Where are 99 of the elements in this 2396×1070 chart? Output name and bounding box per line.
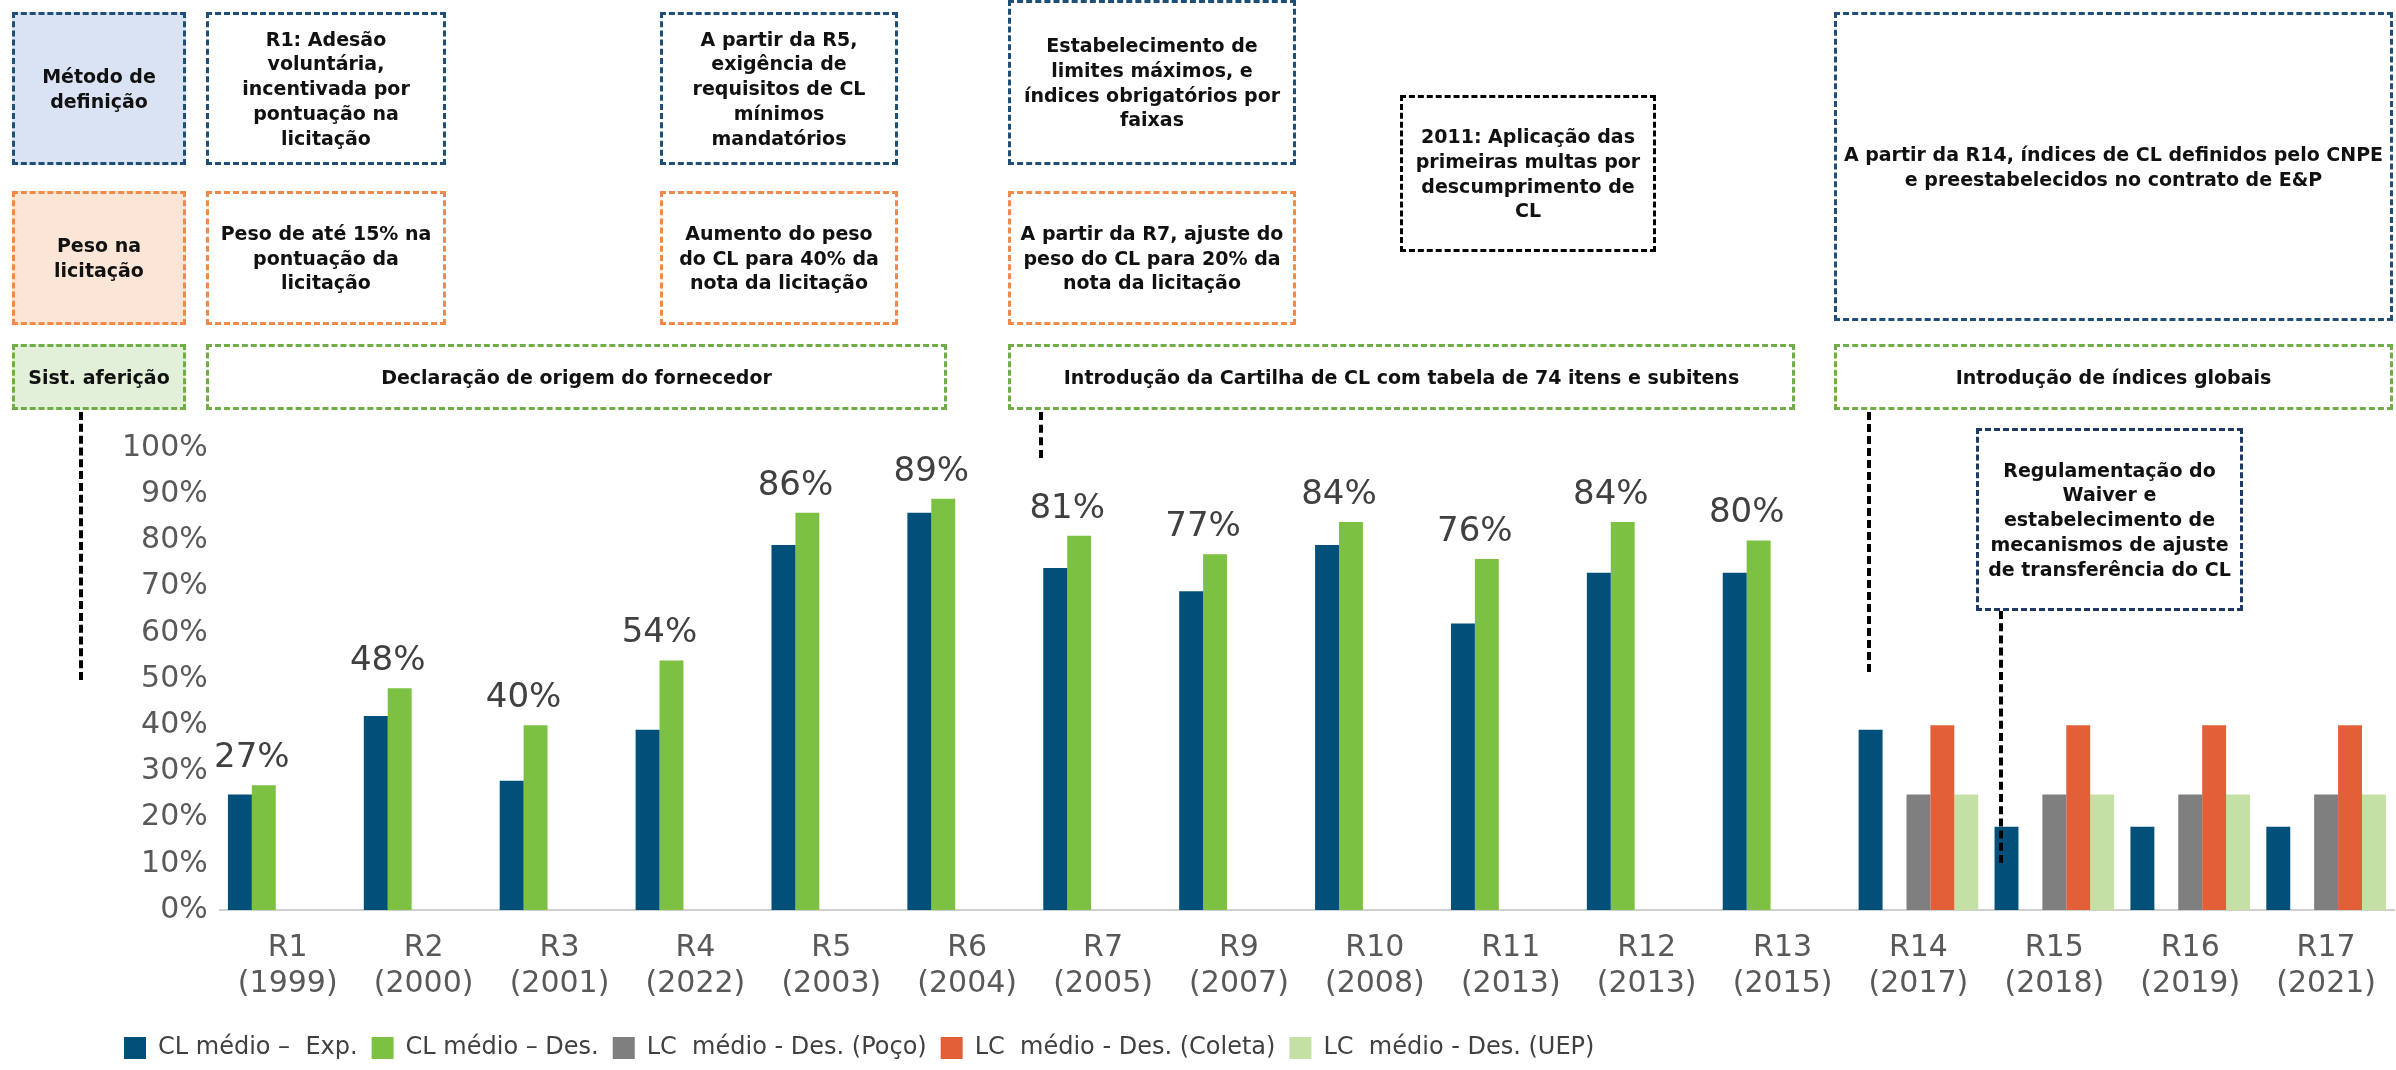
bar (2338, 725, 2362, 910)
legend-label: LC médio - Des. (Poço) (646, 1032, 927, 1061)
data-label: 48% (349, 638, 426, 679)
data-label: 89% (893, 448, 970, 489)
bar (2090, 794, 2115, 910)
x-tick-label: R7 (2005) (1053, 927, 1153, 999)
y-tick-label: 10% (141, 843, 208, 879)
x-tick-label: R11 (2013) (1460, 927, 1561, 999)
bar (1338, 521, 1363, 910)
bar (771, 545, 796, 910)
bar (1179, 591, 1204, 910)
text: Aumento do peso do CL para 40% da nota da licitação (660, 191, 898, 325)
bar (1954, 794, 1979, 910)
x-tick-label: R6 (2004) (917, 927, 1018, 999)
bar (2042, 794, 2067, 910)
bar (907, 512, 932, 910)
y-tick-label: 20% (141, 797, 208, 833)
bar (659, 660, 684, 910)
y-tick-label: 100% (121, 427, 208, 463)
bar (2226, 794, 2251, 910)
annotation: Regulamentação do Waiver e estabelecimento de mecanismos de ajuste de transferência do CL (1976, 428, 2243, 611)
bar (1067, 535, 1092, 910)
bar (1746, 540, 1771, 910)
text: Introdução da Cartilha de CL com tabela de 74 itens e subitens (1008, 344, 1795, 410)
data-label: 86% (757, 462, 834, 503)
x-tick-label: R4 (2022) (645, 927, 746, 999)
text: Introdução de índices globais (1834, 344, 2393, 410)
y-tick-label: 30% (141, 751, 208, 787)
text: 2011: Aplicação das primeiras multas por descumprimento de CL (1400, 95, 1656, 252)
bar (523, 725, 548, 910)
legend-label: LC médio - Des. (Coleta) (974, 1032, 1276, 1061)
x-tick-label: R15 (2018) (2004, 927, 2105, 999)
y-tick-label: 0% (160, 889, 208, 925)
bar (1722, 572, 1747, 910)
legend-label: LC médio - Des. (UEP) (1323, 1032, 1595, 1061)
data-label: 77% (1165, 504, 1241, 545)
bar (499, 780, 524, 910)
bar (2066, 725, 2091, 910)
data-label: 54% (621, 610, 698, 651)
text: A partir da R14, índices de CL definidos pelo CNPE e preestabelecidos no contrato de E&P (1834, 12, 2393, 321)
x-tick-label: R12 (2013) (1596, 927, 1697, 999)
bar (2178, 794, 2203, 910)
bar (2314, 794, 2339, 910)
bar (1203, 554, 1228, 910)
x-tick-label: R14 (2017) (1868, 927, 1969, 999)
bar (1315, 545, 1339, 910)
data-label: 84% (1301, 471, 1377, 512)
y-tick-label: 50% (141, 658, 208, 694)
text: Sist. aferição (12, 344, 186, 410)
data-label: 80% (1708, 490, 1785, 531)
y-tick-label: 60% (141, 612, 208, 648)
data-label: 81% (1029, 485, 1105, 526)
legend-label: CL médio – Exp. (158, 1032, 358, 1061)
bar (1610, 521, 1635, 910)
bar (2130, 826, 2155, 910)
data-label: 27% (214, 735, 290, 776)
bar (635, 729, 660, 910)
bar (1586, 572, 1611, 910)
x-tick-label: R5 (2003) (781, 927, 882, 999)
bar (1043, 568, 1068, 910)
bar (227, 794, 252, 910)
bar (931, 498, 956, 910)
x-tick-label: R2 (2000) (373, 927, 474, 999)
y-tick-label: 70% (141, 566, 208, 602)
x-tick-label: R9 (2007) (1189, 927, 1289, 999)
bar (387, 688, 412, 910)
text: Peso de até 15% na pontuação da licitação (206, 191, 446, 325)
bar (251, 785, 276, 910)
text: Estabelecimento de limites máximos, e índices obrigatórios por faixas (1008, 0, 1296, 165)
x-tick-label: R17 (2021) (2276, 927, 2376, 999)
y-tick-label: 40% (141, 705, 208, 740)
bar (795, 512, 820, 910)
bar (2362, 794, 2386, 910)
x-tick-label: R16 (2019) (2140, 927, 2241, 999)
x-tick-label: R3 (2001) (509, 927, 610, 999)
bar (1906, 794, 1931, 910)
bar (1474, 558, 1499, 910)
text: Método de definição (12, 12, 186, 165)
data-label: 76% (1437, 508, 1513, 549)
text: Declaração de origem do fornecedor (206, 344, 947, 410)
x-tick-label: R1 (1999) (237, 927, 338, 999)
bar (1930, 725, 1955, 910)
data-label: 40% (485, 675, 562, 716)
x-tick-label: R10 (2008) (1324, 927, 1425, 999)
bar (2202, 725, 2227, 910)
bar (363, 715, 388, 910)
bar (2266, 826, 2291, 910)
y-tick-label: 90% (141, 474, 208, 509)
legend-label: CL médio – Des. (405, 1032, 599, 1061)
text: Peso na licitação (12, 191, 186, 325)
bar (1450, 623, 1475, 910)
text: A partir da R5, exigência de requisitos de CL mínimos mandatórios (660, 12, 898, 165)
x-tick-label: R13 (2015) (1732, 927, 1833, 999)
y-tick-label: 80% (141, 520, 208, 556)
text: A partir da R7, ajuste do peso do CL para 20% da nota da licitação (1008, 191, 1296, 325)
bar (1994, 826, 2019, 910)
data-label: 84% (1572, 471, 1649, 512)
text: R1: Adesão voluntária, incentivada por pontuação na licitação (206, 12, 446, 165)
bar (1858, 729, 1883, 910)
